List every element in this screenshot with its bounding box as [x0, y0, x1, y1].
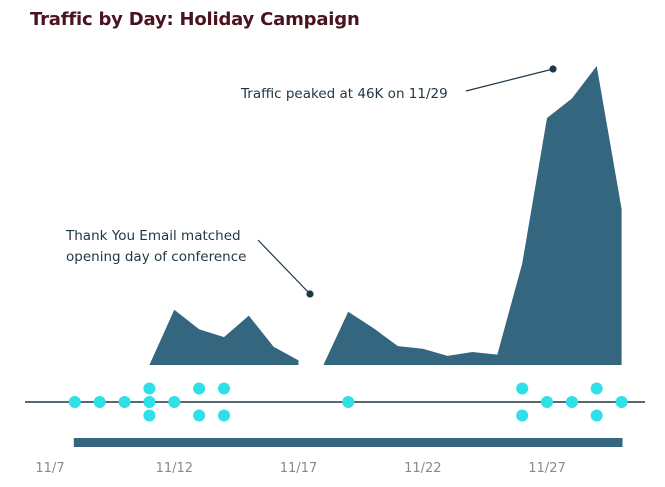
event-dot	[193, 382, 206, 395]
traffic-area-segment-1	[149, 309, 299, 365]
event-dot	[143, 396, 156, 408]
email-annotation-marker	[306, 290, 314, 298]
event-dot	[143, 382, 156, 395]
event-dot	[590, 382, 603, 395]
x-tick-label: 11/17	[280, 461, 317, 476]
event-dot	[565, 396, 578, 408]
event-dot	[68, 396, 81, 408]
event-dots-group	[68, 382, 628, 422]
event-dot	[93, 396, 106, 408]
email-annotation-line2: opening day of conference	[66, 249, 246, 265]
event-dot	[118, 396, 131, 408]
event-dot	[143, 409, 156, 422]
event-dot	[168, 396, 181, 408]
event-dot	[541, 396, 553, 408]
event-dot	[590, 409, 603, 422]
event-dot	[193, 409, 206, 422]
event-dot	[615, 396, 628, 408]
peak-annotation-marker	[549, 65, 557, 73]
peak-annotation: Traffic peaked at 46K on 11/29	[240, 86, 448, 102]
event-dot	[218, 382, 230, 395]
email-annotation-line1: Thank You Email matched	[65, 228, 241, 244]
peak-annotation-leader	[465, 68, 554, 92]
email-annotation-leader	[257, 239, 311, 295]
event-dot	[516, 382, 529, 395]
x-tick-label: 11/7	[35, 461, 64, 476]
x-tick-label: 11/22	[404, 461, 441, 476]
event-dot	[516, 409, 529, 422]
traffic-area-segment-2	[323, 66, 622, 365]
traffic-area-group	[149, 66, 622, 365]
chart-title: Traffic by Day: Holiday Campaign	[30, 9, 360, 30]
event-dot	[342, 396, 355, 408]
campaign-period-bar	[73, 438, 623, 447]
x-tick-label: 11/12	[156, 461, 193, 476]
event-dot	[218, 409, 230, 422]
x-tick-label: 11/27	[528, 461, 565, 476]
